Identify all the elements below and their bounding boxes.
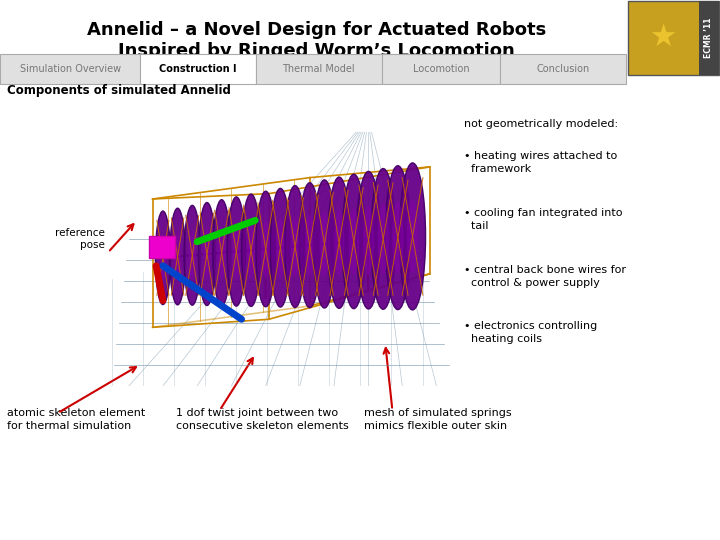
Ellipse shape [328, 177, 351, 308]
Ellipse shape [363, 206, 374, 274]
FancyBboxPatch shape [140, 54, 256, 84]
FancyBboxPatch shape [149, 237, 175, 258]
Ellipse shape [392, 202, 404, 274]
Text: reference
pose: reference pose [55, 228, 104, 250]
Text: Components of simulated Annelid: Components of simulated Annelid [7, 84, 231, 97]
Text: • electronics controlling
  heating coils: • electronics controlling heating coils [464, 321, 598, 345]
Text: ★: ★ [649, 23, 676, 52]
Ellipse shape [385, 166, 410, 309]
Ellipse shape [174, 232, 181, 281]
Ellipse shape [233, 224, 240, 279]
Ellipse shape [160, 234, 166, 281]
Text: ECMR ’11: ECMR ’11 [704, 17, 713, 58]
FancyBboxPatch shape [0, 54, 140, 84]
Text: 1 dof twist joint between two
consecutive skeleton elements: 1 dof twist joint between two consecutiv… [176, 408, 349, 431]
Text: • central back bone wires for
  control & power supply: • central back bone wires for control & … [464, 265, 626, 288]
Ellipse shape [199, 202, 215, 306]
Ellipse shape [203, 228, 211, 280]
Text: Annelid – a Novel Design for Actuated Robots: Annelid – a Novel Design for Actuated Ro… [87, 21, 546, 39]
Ellipse shape [313, 180, 336, 308]
Ellipse shape [276, 218, 285, 278]
Ellipse shape [217, 226, 225, 279]
Text: not geometrically modeled:: not geometrically modeled: [464, 119, 618, 129]
Ellipse shape [213, 200, 230, 306]
Ellipse shape [407, 200, 418, 273]
Ellipse shape [320, 212, 330, 276]
Text: Construction I: Construction I [159, 64, 237, 74]
Ellipse shape [256, 191, 276, 307]
Text: Thermal Model: Thermal Model [282, 64, 355, 74]
Ellipse shape [261, 220, 270, 278]
FancyBboxPatch shape [256, 54, 382, 84]
Ellipse shape [356, 171, 381, 309]
FancyBboxPatch shape [382, 54, 500, 84]
Ellipse shape [400, 163, 426, 310]
Ellipse shape [377, 204, 389, 274]
FancyBboxPatch shape [500, 54, 626, 84]
Ellipse shape [184, 205, 200, 305]
Ellipse shape [348, 208, 359, 275]
Text: Conclusion: Conclusion [537, 64, 590, 74]
FancyBboxPatch shape [698, 1, 719, 75]
Ellipse shape [241, 194, 261, 307]
Text: • cooling fan integrated into
  tail: • cooling fan integrated into tail [464, 208, 623, 231]
Ellipse shape [342, 174, 366, 309]
Text: mesh of simulated springs
mimics flexible outer skin: mesh of simulated springs mimics flexibl… [364, 408, 511, 431]
FancyBboxPatch shape [628, 1, 719, 75]
Ellipse shape [228, 197, 246, 306]
Ellipse shape [156, 211, 171, 305]
Text: Simulation Overview: Simulation Overview [19, 64, 121, 74]
Ellipse shape [371, 168, 395, 309]
Ellipse shape [299, 183, 320, 308]
Ellipse shape [334, 210, 344, 275]
Text: Inspired by Ringed Worm’s Locomotion: Inspired by Ringed Worm’s Locomotion [118, 42, 516, 60]
Ellipse shape [305, 214, 315, 276]
Ellipse shape [270, 188, 290, 307]
Ellipse shape [247, 222, 256, 278]
Ellipse shape [290, 216, 300, 277]
Ellipse shape [284, 186, 305, 307]
Text: • heating wires attached to
  framework: • heating wires attached to framework [464, 151, 618, 174]
Text: Locomotion: Locomotion [413, 64, 469, 74]
Ellipse shape [189, 231, 196, 280]
Ellipse shape [170, 208, 186, 305]
Text: atomic skeleton element
for thermal simulation: atomic skeleton element for thermal simu… [7, 408, 145, 431]
